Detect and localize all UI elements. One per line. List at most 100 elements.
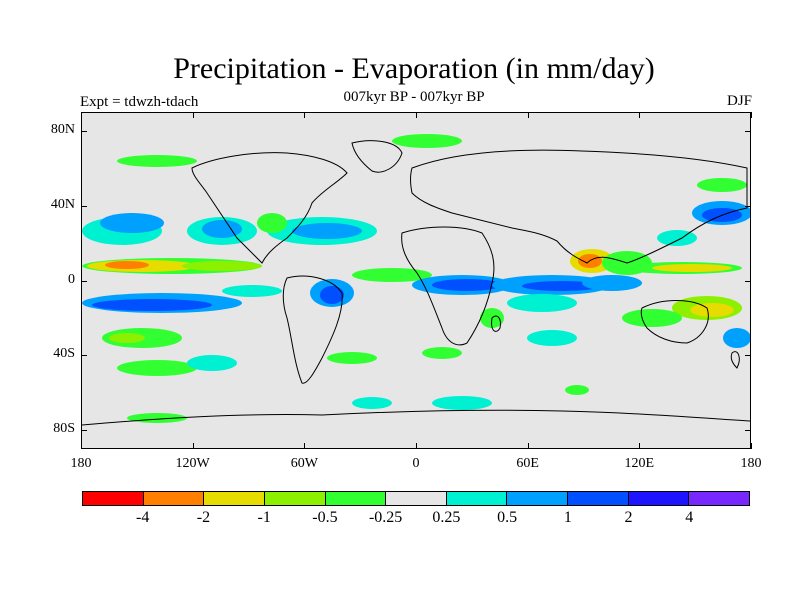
coastlines (82, 140, 750, 426)
lon-tick-label: 0 (412, 456, 420, 471)
chart-subtitle: 007kyr BP - 007kyr BP (343, 89, 485, 105)
legend-label: -0.25 (368, 509, 403, 526)
coast-new-zealand (730, 351, 740, 369)
patch (105, 261, 149, 269)
lat-tick-mark (81, 130, 87, 132)
lon-tick-mark (416, 443, 417, 449)
legend-swatch (628, 492, 690, 505)
lat-tick-mark (81, 355, 87, 357)
legend-swatch (204, 492, 265, 505)
legend-label: -1 (257, 509, 271, 526)
experiment-label: Expt = tdwzh-tdach (80, 94, 199, 110)
legend-swatch (264, 492, 326, 505)
lon-tick-mark (639, 112, 641, 118)
lat-tick-mark (81, 430, 87, 432)
lon-tick-mark (304, 443, 306, 449)
legend-label: 0.25 (432, 509, 461, 526)
lon-tick-label: 60W (290, 456, 318, 471)
patch (697, 178, 747, 192)
lat-tick-label: 80S (53, 421, 75, 437)
lat-tick-label: 40N (50, 196, 75, 212)
patch (392, 134, 462, 148)
coast-eurasia (410, 149, 748, 264)
legend-swatch (325, 492, 387, 505)
lon-tick-label: 180 (740, 456, 762, 471)
patch (292, 223, 362, 239)
patch (432, 279, 502, 291)
lat-tick-mark (745, 205, 751, 207)
lon-tick-mark (751, 112, 752, 118)
patch (690, 303, 734, 317)
patch (422, 347, 462, 359)
lon-tick-mark (81, 112, 82, 118)
legend-label: -2 (196, 509, 211, 526)
lat-tick-label: 0 (68, 271, 75, 287)
map-canvas (82, 134, 750, 426)
legend-label: -4 (136, 509, 150, 526)
lat-tick-label: 80N (50, 121, 75, 137)
lon-tick-mark (192, 112, 194, 118)
legend-label: 2 (624, 509, 633, 526)
lon-tick-label: 60E (516, 456, 539, 471)
lat-tick-mark (81, 205, 87, 207)
patch (527, 330, 577, 346)
lat-tick-mark (745, 130, 751, 132)
patch (352, 397, 392, 409)
lon-tick-label: 120E (624, 456, 655, 471)
chart-title: Precipitation - Evaporation (in mm/day) (173, 52, 655, 85)
lat-tick-mark (745, 430, 751, 432)
lon-tick-mark (639, 443, 641, 449)
lon-tick-mark (527, 443, 529, 449)
patch (257, 213, 287, 233)
legend-label: 0.5 (497, 509, 518, 526)
coast-south-america (282, 275, 343, 384)
patch (92, 299, 212, 311)
patch (182, 261, 262, 271)
lon-tick-mark (416, 112, 417, 118)
coast-greenland (351, 140, 403, 173)
lon-tick-label: 120W (175, 456, 210, 471)
legend-label: 1 (563, 509, 572, 526)
patch (522, 281, 602, 291)
lon-tick-label: 180 (70, 456, 92, 471)
season-label: DJF (726, 93, 752, 109)
lat-tick-mark (81, 280, 87, 282)
coast-africa (401, 226, 495, 346)
coast-madagascar (491, 315, 501, 332)
map-panel (81, 112, 751, 449)
patch (117, 360, 197, 376)
patch (100, 213, 164, 233)
lon-tick-mark (751, 443, 752, 449)
patch (117, 155, 197, 167)
patch (657, 230, 697, 246)
patch (432, 396, 492, 410)
lon-tick-mark (304, 112, 306, 118)
lat-tick-mark (745, 355, 751, 357)
coast-antarctica (82, 409, 750, 426)
legend-swatch (83, 492, 144, 505)
patch (320, 286, 344, 304)
patch (202, 220, 242, 238)
lat-tick-label: 40S (53, 346, 75, 362)
legend-swatch (507, 492, 569, 505)
patch (582, 275, 642, 291)
patch (723, 328, 750, 348)
legend-swatch (446, 492, 508, 505)
legend-swatch (689, 492, 750, 505)
patch (507, 294, 577, 312)
patch (352, 268, 432, 282)
anomaly-field (82, 134, 750, 423)
patch (222, 285, 282, 297)
color-legend-bar (82, 491, 750, 506)
patch (622, 309, 682, 327)
legend-label: -0.5 (312, 509, 338, 526)
coast-australia (640, 300, 709, 344)
patch (652, 264, 732, 272)
lon-tick-mark (192, 443, 194, 449)
lon-tick-mark (527, 112, 529, 118)
lon-tick-mark (81, 443, 82, 449)
legend-swatch (386, 492, 447, 505)
patch (565, 385, 589, 395)
legend-swatch (143, 492, 205, 505)
lat-tick-mark (745, 280, 751, 282)
